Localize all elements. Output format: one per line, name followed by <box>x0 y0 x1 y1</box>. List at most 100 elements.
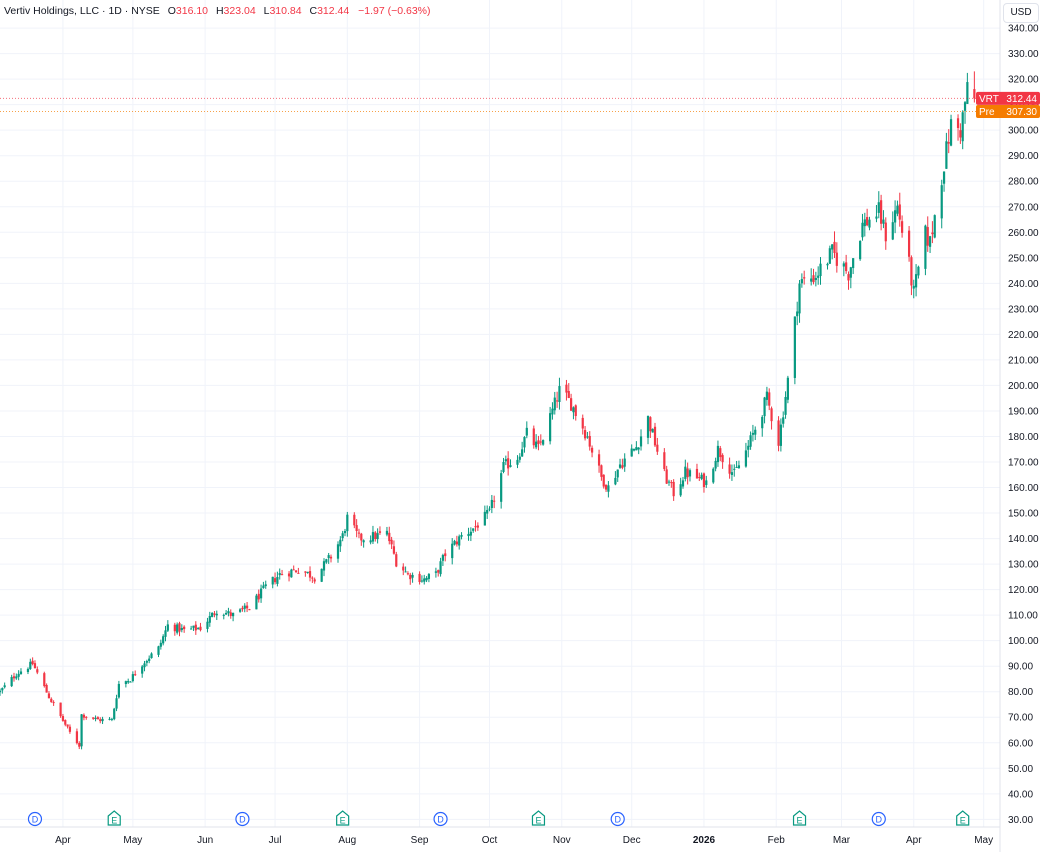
candle-body <box>75 731 79 744</box>
candle-body <box>963 102 967 111</box>
candle-body <box>183 626 186 630</box>
candle-body <box>812 275 815 283</box>
dividend-marker[interactable]: D <box>235 811 250 827</box>
candle-body <box>749 435 752 447</box>
candle-body <box>213 613 216 615</box>
y-tick-label: 160.00 <box>1008 483 1039 494</box>
candle-body <box>868 219 871 228</box>
candle-body <box>208 615 211 623</box>
earnings-marker[interactable]: E <box>336 810 350 826</box>
dividend-letter: D <box>614 815 621 825</box>
candle-body <box>82 714 86 718</box>
candle-body <box>875 216 878 219</box>
candle-body <box>859 240 862 260</box>
candle-body <box>618 464 622 468</box>
candle-body <box>942 171 946 184</box>
candle-body <box>558 386 561 402</box>
candle-body <box>600 465 603 477</box>
candle-body <box>1 688 4 691</box>
candle-body <box>222 614 225 616</box>
candle-body <box>949 119 953 146</box>
earnings-marker[interactable]: E <box>956 810 970 826</box>
x-tick-label: Aug <box>338 835 356 846</box>
candle-body <box>768 392 771 406</box>
candle-body <box>705 480 708 485</box>
dividend-icon <box>27 811 43 827</box>
candle-body <box>327 555 330 559</box>
candle-body <box>124 681 127 685</box>
earnings-marker[interactable]: E <box>531 810 546 826</box>
dividend-marker[interactable]: D <box>433 811 448 827</box>
candle-body <box>297 572 300 574</box>
candle-body <box>190 628 193 630</box>
x-tick-label: Dec <box>623 835 641 846</box>
open-label: O <box>167 5 176 17</box>
candle-body <box>730 472 734 475</box>
candle-body <box>681 480 685 487</box>
candle-body <box>607 485 610 492</box>
candle-body <box>679 484 682 496</box>
y-tick-label: 80.00 <box>1008 687 1033 698</box>
candle-body <box>826 263 829 266</box>
candle-body <box>653 426 657 446</box>
x-tick-label: Oct <box>482 835 498 846</box>
y-tick-label: 340.00 <box>1008 24 1039 35</box>
currency-button[interactable]: USD <box>1003 3 1039 23</box>
earnings-marker[interactable]: E <box>792 810 807 826</box>
candle-body <box>959 130 962 138</box>
candle-body <box>388 532 391 542</box>
candle-body <box>199 626 202 631</box>
earnings-icon <box>792 810 807 826</box>
candle-body <box>621 465 624 468</box>
candle-body <box>700 474 703 479</box>
x-tick-label: May <box>974 835 993 846</box>
candle-body <box>819 263 822 277</box>
candle-body <box>635 447 638 451</box>
candle-body <box>162 636 165 644</box>
change-value: −1.97 (−0.63%) <box>358 5 431 17</box>
dividend-marker[interactable]: D <box>871 811 886 827</box>
y-tick-label: 90.00 <box>1008 662 1033 673</box>
candle-body <box>467 533 470 537</box>
candle-body <box>145 661 148 663</box>
candle-body <box>304 571 307 573</box>
y-tick-label: 120.00 <box>1008 585 1039 596</box>
candle-body <box>656 444 659 452</box>
dividend-marker[interactable]: D <box>27 811 43 827</box>
candle-body <box>861 222 864 238</box>
premarket-price-tag-label: Pre <box>979 107 995 118</box>
candle-body <box>712 468 715 483</box>
candle-body <box>835 252 838 266</box>
candle-body <box>852 258 855 269</box>
candle-body <box>357 532 361 534</box>
candle-body <box>61 716 65 721</box>
candle-body <box>96 717 100 720</box>
candle-body <box>148 658 151 661</box>
dividend-marker[interactable]: D <box>610 811 625 827</box>
earnings-icon <box>336 810 350 826</box>
y-tick-label: 190.00 <box>1008 406 1039 417</box>
candle-body <box>516 459 519 465</box>
candle-body <box>623 458 626 467</box>
candle-body <box>36 669 39 673</box>
candle-body <box>85 716 88 718</box>
candle-body <box>404 571 407 573</box>
candle-body <box>866 217 869 226</box>
candle-body <box>744 450 748 467</box>
candle-body <box>129 681 132 683</box>
earnings-marker[interactable]: E <box>107 810 121 826</box>
candle-body <box>556 400 559 402</box>
candle-body <box>385 530 389 535</box>
candle-body <box>248 609 251 611</box>
candle-body <box>276 576 279 584</box>
candle-body <box>688 470 692 477</box>
candle-body <box>0 690 2 693</box>
premarket-price-tag-value: 307.30 <box>1006 107 1037 118</box>
candle-body <box>849 267 852 278</box>
candle-body <box>667 481 671 483</box>
candle-body <box>64 719 67 725</box>
candle-body <box>245 605 249 609</box>
